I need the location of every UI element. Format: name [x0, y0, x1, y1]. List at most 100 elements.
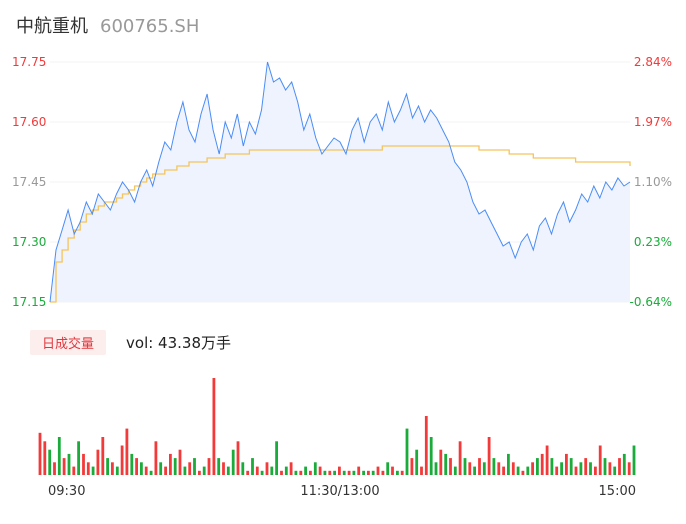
volume-bar [265, 462, 269, 475]
volume-bar [410, 458, 414, 475]
daily-volume-badge[interactable]: 日成交量 [30, 329, 107, 355]
volume-bar [569, 458, 573, 475]
left-tick-label: 17.60 [12, 115, 46, 129]
volume-bar [241, 462, 245, 475]
left-price-axis: 17.75 17.60 17.45 17.30 17.15 [12, 55, 46, 309]
volume-bar [338, 466, 341, 475]
volume-bar [492, 458, 496, 475]
volume-bar [502, 466, 505, 475]
volume-bar [560, 462, 563, 475]
volume-bar [251, 458, 254, 475]
volume-bar [101, 437, 105, 475]
volume-bar [603, 458, 607, 475]
volume-bar [434, 462, 438, 475]
volume-bar [555, 466, 559, 475]
volume-bar [106, 458, 109, 475]
stock-code: 600765.SH [100, 16, 200, 37]
volume-bar [169, 453, 172, 475]
volume-bar [444, 453, 448, 475]
volume-bar [347, 470, 351, 475]
volume-bar [67, 453, 71, 475]
volume-bar [516, 466, 520, 475]
volume-bar [376, 466, 380, 475]
volume-bar [342, 470, 346, 475]
volume-bar [38, 432, 42, 475]
volume-bar [140, 462, 143, 475]
volume-bar [86, 462, 90, 475]
time-axis: 09:30 11:30/13:00 15:00 [48, 484, 636, 499]
volume-bar [270, 466, 274, 475]
volume-bar [164, 466, 167, 475]
volume-bar [526, 466, 530, 475]
volume-bar [318, 466, 322, 475]
volume-bar [381, 470, 385, 475]
volume-bar [584, 458, 588, 475]
volume-bar [521, 470, 525, 475]
volume-bar [598, 445, 602, 475]
volume-bar [424, 416, 428, 475]
volume-bar [458, 441, 462, 475]
volume-bar [212, 378, 216, 475]
volume-bar [226, 466, 230, 475]
volume-bar [507, 453, 510, 475]
volume-bar [53, 462, 56, 475]
volume-bar [362, 470, 365, 475]
volume-bar [579, 462, 583, 475]
volume-bar [478, 458, 481, 475]
volume-bar [482, 462, 486, 475]
right-percent-axis: 2.84% 1.97% 1.10% 0.23% -0.64% [630, 55, 672, 309]
volume-bar [183, 466, 187, 475]
volume-bar [405, 428, 409, 475]
right-tick-label: 1.97% [634, 115, 672, 129]
volume-bar [144, 466, 148, 475]
volume-bar [323, 470, 327, 475]
volume-header: 日成交量 vol: 43.38万手 [30, 329, 232, 355]
volume-value: vol: 43.38万手 [126, 333, 232, 352]
price-line [49, 61, 631, 303]
volume-bar [222, 462, 225, 475]
volume-bar [333, 470, 336, 475]
volume-bar [188, 462, 192, 475]
volume-bar [299, 470, 303, 475]
volume-bar [396, 470, 399, 475]
volume-bar [328, 470, 332, 475]
volume-bar [149, 470, 153, 475]
volume-bar [540, 453, 544, 475]
time-tick-label: 15:00 [599, 484, 636, 499]
volume-bar [352, 470, 356, 475]
time-tick-label: 11:30/13:00 [300, 484, 379, 499]
volume-bar [429, 437, 433, 475]
volume-bar [618, 458, 621, 475]
volume-bar [154, 441, 158, 475]
volume-bar [72, 466, 76, 475]
volume-bar [550, 458, 554, 475]
volume-bar [511, 462, 515, 475]
volume-bar [91, 466, 95, 475]
right-tick-label: 2.84% [634, 55, 672, 69]
volume-bar [198, 470, 201, 475]
volume-bar [545, 445, 549, 475]
volume-bar [115, 466, 119, 475]
volume-bar [202, 466, 206, 475]
volume-bar [574, 466, 578, 475]
volume-bar [304, 466, 307, 475]
volume-bar [125, 428, 129, 475]
average-price-line [50, 145, 631, 303]
volume-bar [449, 458, 452, 475]
volume-bar [130, 453, 134, 475]
volume-bar [622, 453, 626, 475]
right-tick-label: -0.64% [630, 295, 672, 309]
volume-bar [536, 458, 539, 475]
stock-name: 中航重机 [16, 16, 88, 37]
price-area [50, 62, 630, 302]
volume-bar [439, 449, 443, 475]
volume-bar [275, 441, 278, 475]
volume-bar [173, 458, 177, 475]
volume-bar [487, 437, 491, 475]
volume-bar [468, 462, 472, 475]
volume-bar [386, 462, 390, 475]
volume-bar [236, 441, 240, 475]
volume-bar [565, 453, 568, 475]
volume-bar [608, 462, 612, 475]
